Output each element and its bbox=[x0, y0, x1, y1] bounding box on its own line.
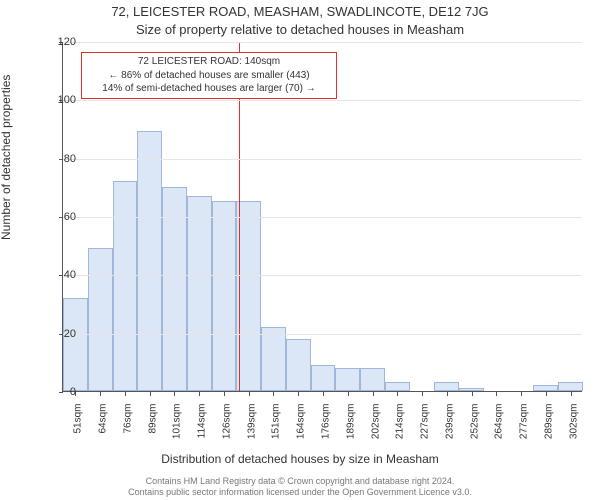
annotation-line: ← 86% of detached houses are smaller (44… bbox=[88, 69, 330, 83]
x-tick-label: 289sqm bbox=[543, 404, 554, 448]
gridline bbox=[63, 159, 582, 160]
x-tick-label: 302sqm bbox=[568, 404, 579, 448]
histogram-bar bbox=[459, 388, 484, 391]
x-tick-label: 51sqm bbox=[73, 404, 84, 448]
annotation-box: 72 LEICESTER ROAD: 140sqm← 86% of detach… bbox=[81, 52, 337, 99]
histogram-bar bbox=[311, 365, 336, 391]
histogram-bar bbox=[434, 382, 459, 391]
x-tick-mark bbox=[174, 392, 175, 396]
x-tick-mark bbox=[100, 392, 101, 396]
histogram-bar bbox=[533, 385, 558, 391]
x-tick-label: 114sqm bbox=[197, 404, 208, 448]
x-tick-mark bbox=[224, 392, 225, 396]
histogram-bar bbox=[558, 382, 583, 391]
x-tick-label: 139sqm bbox=[246, 404, 257, 448]
histogram-bar bbox=[88, 248, 113, 391]
histogram-bar bbox=[63, 298, 88, 391]
histogram-bar bbox=[360, 368, 385, 391]
histogram-bar bbox=[335, 368, 360, 391]
histogram-bar bbox=[385, 382, 410, 391]
x-tick-label: 101sqm bbox=[172, 404, 183, 448]
x-tick-label: 252sqm bbox=[469, 404, 480, 448]
x-tick-mark bbox=[571, 392, 572, 396]
y-tick-label: 60 bbox=[46, 211, 76, 223]
gridline bbox=[63, 42, 582, 43]
x-tick-mark bbox=[546, 392, 547, 396]
x-tick-label: 264sqm bbox=[494, 404, 505, 448]
x-tick-mark bbox=[521, 392, 522, 396]
x-tick-label: 239sqm bbox=[444, 404, 455, 448]
x-tick-label: 277sqm bbox=[519, 404, 530, 448]
gridline bbox=[63, 100, 582, 101]
gridline bbox=[63, 275, 582, 276]
chart-title-address: 72, LEICESTER ROAD, MEASHAM, SWADLINCOTE… bbox=[0, 4, 600, 19]
x-tick-mark bbox=[125, 392, 126, 396]
histogram-bar bbox=[236, 201, 261, 391]
y-tick-label: 80 bbox=[46, 153, 76, 165]
annotation-line: 72 LEICESTER ROAD: 140sqm bbox=[88, 55, 330, 69]
x-tick-mark bbox=[273, 392, 274, 396]
x-tick-label: 164sqm bbox=[296, 404, 307, 448]
histogram-bar bbox=[212, 201, 237, 391]
x-tick-label: 64sqm bbox=[98, 404, 109, 448]
x-tick-mark bbox=[348, 392, 349, 396]
x-tick-label: 151sqm bbox=[271, 404, 282, 448]
x-tick-mark bbox=[323, 392, 324, 396]
histogram-bar bbox=[137, 131, 162, 391]
x-tick-mark bbox=[496, 392, 497, 396]
x-tick-mark bbox=[298, 392, 299, 396]
x-tick-mark bbox=[249, 392, 250, 396]
histogram-bar bbox=[286, 339, 311, 392]
histogram-bar bbox=[113, 181, 138, 391]
annotation-line: 14% of semi-detached houses are larger (… bbox=[88, 82, 330, 96]
x-tick-mark bbox=[447, 392, 448, 396]
x-tick-mark bbox=[199, 392, 200, 396]
chart-title-desc: Size of property relative to detached ho… bbox=[0, 22, 600, 37]
gridline bbox=[63, 217, 582, 218]
histogram-bar bbox=[261, 327, 286, 391]
x-tick-label: 126sqm bbox=[221, 404, 232, 448]
x-tick-label: 189sqm bbox=[345, 404, 356, 448]
x-tick-label: 176sqm bbox=[321, 404, 332, 448]
x-tick-label: 214sqm bbox=[395, 404, 406, 448]
x-tick-mark bbox=[150, 392, 151, 396]
y-tick-label: 40 bbox=[46, 269, 76, 281]
x-tick-label: 202sqm bbox=[370, 404, 381, 448]
x-tick-mark bbox=[373, 392, 374, 396]
y-tick-label: 100 bbox=[46, 94, 76, 106]
x-tick-mark bbox=[422, 392, 423, 396]
chart-footer: Contains HM Land Registry data © Crown c… bbox=[0, 476, 600, 499]
y-tick-label: 20 bbox=[46, 328, 76, 340]
x-tick-label: 89sqm bbox=[147, 404, 158, 448]
gridline bbox=[63, 334, 582, 335]
x-tick-mark bbox=[472, 392, 473, 396]
histogram-bar bbox=[187, 196, 212, 391]
x-tick-label: 227sqm bbox=[420, 404, 431, 448]
x-axis-label: Distribution of detached houses by size … bbox=[0, 452, 600, 466]
x-tick-mark bbox=[397, 392, 398, 396]
footer-line-2: Contains public sector information licen… bbox=[0, 487, 600, 498]
y-tick-label: 120 bbox=[46, 36, 76, 48]
x-tick-label: 76sqm bbox=[122, 404, 133, 448]
y-axis-label: Number of detached properties bbox=[0, 75, 13, 240]
y-tick-label: 0 bbox=[46, 386, 76, 398]
plot-area: 72 LEICESTER ROAD: 140sqm← 86% of detach… bbox=[62, 42, 582, 392]
footer-line-1: Contains HM Land Registry data © Crown c… bbox=[0, 476, 600, 487]
